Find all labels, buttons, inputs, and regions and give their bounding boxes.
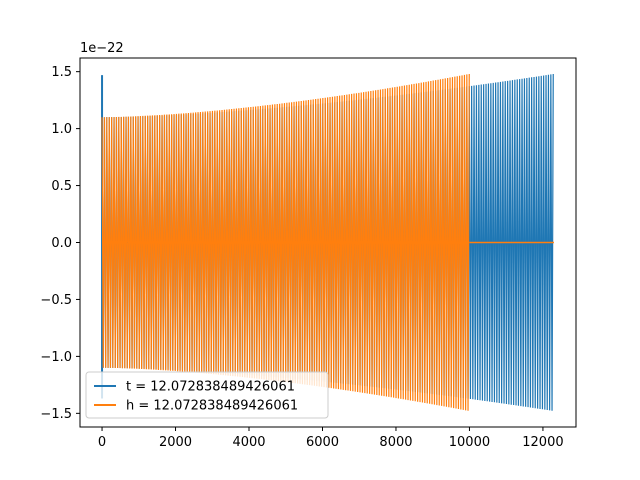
x-tick-label: 4000 — [232, 435, 265, 450]
y-tick-label: 0.0 — [51, 236, 72, 251]
legend: t = 12.072838489426061 h = 12.07283848942… — [85, 371, 329, 419]
legend-item: h = 12.072838489426061 — [94, 399, 298, 414]
x-tick-label: 8000 — [379, 435, 412, 450]
x-tick-label: 12000 — [522, 435, 563, 450]
legend-label: t = 12.072838489426061 — [126, 380, 295, 395]
legend-box — [85, 371, 329, 419]
y-tick-label: −0.5 — [40, 293, 72, 308]
y-tick-label: −1.0 — [40, 350, 72, 365]
y-tick-label: −1.5 — [40, 407, 72, 422]
x-tick-label: 10000 — [449, 435, 490, 450]
x-tick-label: 0 — [98, 435, 106, 450]
y-offset-label: 1e−22 — [80, 41, 124, 56]
y-tick-label: 0.5 — [51, 179, 72, 194]
y-tick-label: 1.0 — [51, 122, 72, 137]
x-tick-label: 6000 — [306, 435, 339, 450]
x-tick-label: 2000 — [159, 435, 192, 450]
y-axis: −1.5 −1.0 −0.5 0.0 0.5 1.0 1.5 — [40, 65, 80, 422]
x-axis: 0 2000 4000 6000 8000 10000 12000 — [98, 427, 564, 450]
y-tick-label: 1.5 — [51, 65, 72, 80]
legend-label: h = 12.072838489426061 — [126, 399, 298, 414]
legend-item: t = 12.072838489426061 — [94, 380, 295, 395]
